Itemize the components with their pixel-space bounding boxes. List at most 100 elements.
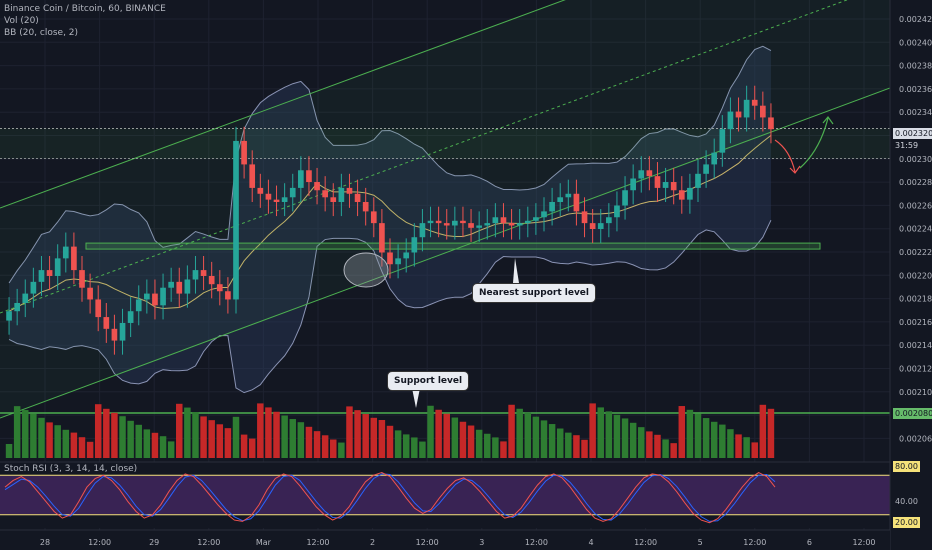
candle-body xyxy=(265,193,272,200)
candle-body xyxy=(95,299,102,318)
stoch-lower-tag: 20.00 xyxy=(893,517,920,528)
candle-body xyxy=(144,293,150,300)
candle-body xyxy=(362,201,369,212)
bearish-arrow xyxy=(774,139,796,173)
volume-bar xyxy=(127,420,134,458)
price-tick-label: 0.0022600 xyxy=(899,201,932,210)
volume-bar xyxy=(467,425,475,458)
candle-body xyxy=(670,182,677,191)
volume-bar xyxy=(459,421,467,458)
volume-bar xyxy=(710,421,718,458)
bb-lower xyxy=(8,219,772,394)
candle-body xyxy=(225,291,231,300)
candle-body xyxy=(30,281,37,294)
candle-body xyxy=(751,99,758,106)
candle-body xyxy=(630,178,636,191)
candle-body xyxy=(492,217,499,224)
support-level-callout: Support level xyxy=(387,371,470,391)
candle-body xyxy=(476,225,482,228)
stoch-d-line xyxy=(4,473,776,522)
candle-body xyxy=(379,223,385,253)
candle-body xyxy=(192,270,199,280)
channel-lower xyxy=(0,87,891,419)
candle-body xyxy=(354,193,361,202)
time-tick-label: 12:00 xyxy=(197,538,220,547)
volume-bar xyxy=(240,434,248,458)
volume-bar xyxy=(143,429,151,458)
time-tick-label: 3 xyxy=(479,538,484,547)
price-tick-label: 0.0020600 xyxy=(899,434,932,443)
price-axis[interactable]: 0.0024200 0.0024000 0.0023800 0.0023600 0.00… xyxy=(889,0,932,550)
candle-body xyxy=(403,252,410,259)
candle-body xyxy=(719,129,726,153)
candle-body xyxy=(460,220,466,224)
time-tick-label: 12:00 xyxy=(416,538,439,547)
volume-bar xyxy=(484,433,491,458)
candle-body xyxy=(79,270,85,288)
candle-body xyxy=(289,187,296,198)
time-tick-label: 28 xyxy=(40,538,50,547)
volume-bar xyxy=(475,429,483,458)
volume-bar xyxy=(743,437,750,458)
volume-bar xyxy=(443,413,450,458)
volume-bar xyxy=(735,434,742,458)
volume-bar xyxy=(232,416,240,458)
stoch-k-line xyxy=(4,471,776,524)
candle-body xyxy=(573,193,580,212)
volume-bar xyxy=(548,424,556,458)
volume-bar xyxy=(508,404,515,458)
volume-bar xyxy=(427,405,434,458)
candle-body xyxy=(695,173,701,188)
bb-fill xyxy=(9,46,771,393)
volume-bar xyxy=(492,437,499,458)
candle-body xyxy=(160,287,166,306)
volume-bar xyxy=(297,422,305,458)
candle-body xyxy=(208,275,215,285)
bb-legend: BB (20, close, 2) xyxy=(4,28,79,38)
price-tick-label: 0.0021000 xyxy=(899,388,932,397)
range-band xyxy=(0,128,890,159)
candle-body xyxy=(435,220,442,224)
candlesticks xyxy=(6,85,774,355)
nearest-support-pointer xyxy=(513,258,519,283)
candle-body xyxy=(533,217,539,221)
candle-body xyxy=(22,293,29,303)
price-axis-bg xyxy=(890,0,932,550)
volume-bar xyxy=(22,410,29,458)
stoch-mid-tag: 40.00 xyxy=(895,497,918,506)
volume-bar xyxy=(78,437,86,458)
volume-bar xyxy=(646,431,653,458)
candle-body xyxy=(127,311,134,323)
volume-bar xyxy=(662,439,669,458)
volume-bar xyxy=(686,409,694,458)
volume-bar xyxy=(70,432,78,458)
candle-body xyxy=(71,246,77,271)
touch-ellipse xyxy=(343,252,389,288)
candle-body xyxy=(557,197,564,202)
time-tick-label: Mar xyxy=(256,538,272,547)
bb-upper xyxy=(8,45,772,284)
support-zone-rect xyxy=(85,242,821,250)
volume-bar xyxy=(435,409,442,458)
candle-body xyxy=(703,164,709,174)
candle-body xyxy=(468,223,474,228)
countdown-tag: 31:59 xyxy=(893,140,921,151)
volume-bar xyxy=(248,438,256,458)
price-tick-label: 0.0023400 xyxy=(899,108,932,117)
candle-body xyxy=(249,164,256,188)
candle-body xyxy=(727,111,734,130)
volume-bar xyxy=(192,412,199,458)
time-tick-label: 12:00 xyxy=(525,538,548,547)
candle-body xyxy=(176,281,183,294)
candle-body xyxy=(54,258,61,276)
annotations xyxy=(343,116,834,408)
volume-bar xyxy=(638,427,645,458)
stoch-rsi-legend: Stoch RSI (3, 3, 14, 14, close) xyxy=(4,464,138,474)
volume-bar xyxy=(119,416,126,458)
time-axis-bg xyxy=(0,530,890,550)
volume-bar xyxy=(30,413,37,458)
volume-bar xyxy=(419,441,426,458)
time-axis[interactable]: 28 12:00 29 12:00 Mar 12:00 2 12:00 3 12:00 4 12:00… xyxy=(0,529,890,550)
candle-body xyxy=(103,317,110,329)
